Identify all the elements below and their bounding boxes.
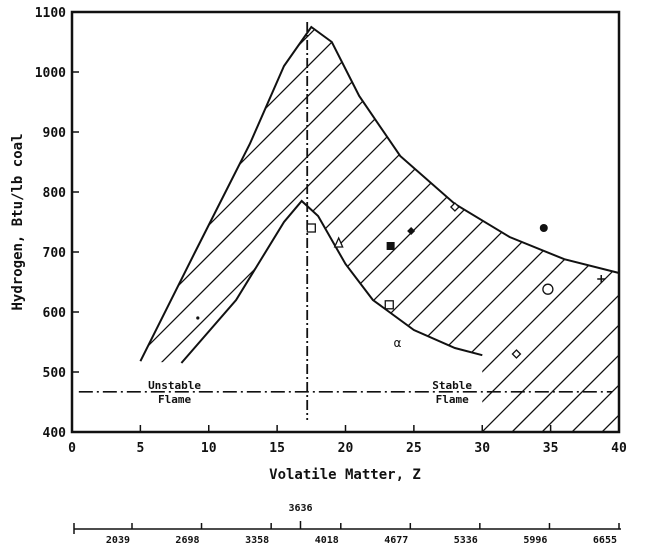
hatch-line xyxy=(421,27,619,432)
y-tick-label: 700 xyxy=(43,246,67,261)
hatch-line xyxy=(140,27,183,432)
point-square xyxy=(306,223,316,233)
secondary-tick-label: 4018 xyxy=(315,535,339,546)
x-tick-label: 20 xyxy=(338,441,354,456)
hatch-line xyxy=(241,27,619,432)
y-axis: 400 500 600 700 800 900 1000 1100 xyxy=(35,6,79,441)
upper-boundary-curve xyxy=(139,25,620,362)
hatch-line xyxy=(571,27,619,432)
point-square xyxy=(384,300,394,310)
point-diamond xyxy=(449,202,460,212)
x-tick-label: 10 xyxy=(201,441,217,456)
hatch-line xyxy=(140,27,543,432)
hatch-line xyxy=(301,27,619,432)
hatch-line xyxy=(151,27,573,432)
secondary-axis: 2039 2698 3358 3636 4018 4677 5336 5996 6655 xyxy=(73,503,621,546)
hatch-line xyxy=(481,27,619,432)
secondary-tick-label: 6655 xyxy=(593,535,617,546)
lower-boundary-curve xyxy=(180,199,483,364)
hatch-line xyxy=(511,27,619,432)
y-axis-title: Hydrogen, Btu/lb coal xyxy=(10,133,26,310)
data-points: α xyxy=(196,202,606,359)
y-tick-label: 800 xyxy=(43,186,67,201)
point-filled-circle xyxy=(539,224,548,232)
hatch-line xyxy=(391,27,619,432)
hatch-line xyxy=(140,27,213,432)
point-filled-square xyxy=(386,242,395,250)
secondary-tick-label: 4677 xyxy=(384,535,408,546)
secondary-highlight-label: 3636 xyxy=(288,503,312,514)
secondary-tick-label: 2039 xyxy=(106,535,130,546)
hatch-line xyxy=(140,27,513,432)
hatch-line xyxy=(451,27,619,432)
x-tick-label: 15 xyxy=(269,441,285,456)
y-tick-label: 1000 xyxy=(35,66,66,81)
point-circle xyxy=(542,283,554,295)
region-label-line1: Unstable xyxy=(148,379,201,392)
point-diamond xyxy=(511,349,522,359)
point-alpha: α xyxy=(394,336,402,350)
secondary-tick-label: 5996 xyxy=(523,535,547,546)
y-tick-label: 600 xyxy=(43,306,67,321)
region-label-line1: Stable xyxy=(432,379,472,392)
point-triangle xyxy=(333,236,344,248)
x-axis-title: Volatile Matter, Z xyxy=(269,467,421,483)
secondary-tick-label: 3358 xyxy=(245,535,269,546)
hatch-line xyxy=(361,27,619,432)
plot-frame xyxy=(70,10,621,434)
hatch-line xyxy=(181,27,603,432)
x-tick-label: 0 xyxy=(68,441,76,456)
hatch-line xyxy=(211,27,619,432)
secondary-tick-label: 5336 xyxy=(454,535,478,546)
hatch-line xyxy=(331,27,619,432)
y-tick-label: 400 xyxy=(43,426,67,441)
stable-region-hatching xyxy=(140,12,651,432)
point-dot xyxy=(196,316,200,320)
x-tick-label: 30 xyxy=(474,441,490,456)
y-tick-label: 900 xyxy=(43,126,67,141)
point-filled-diamond xyxy=(407,227,416,235)
x-axis: 0 5 10 15 20 25 30 35 40 xyxy=(68,425,627,456)
x-tick-label: 40 xyxy=(611,441,627,456)
hatch-line xyxy=(140,27,453,432)
y-tick-label: 500 xyxy=(43,366,67,381)
secondary-tick-label: 2698 xyxy=(175,535,199,546)
x-tick-label: 25 xyxy=(406,441,422,456)
y-tick-label: 1100 xyxy=(35,6,66,21)
x-tick-label: 35 xyxy=(543,441,559,456)
hatch-line xyxy=(601,27,619,432)
hatch-line xyxy=(632,12,651,432)
region-label-line2: Flame xyxy=(158,393,191,406)
hatch-line xyxy=(541,27,619,432)
region-label-line2: Flame xyxy=(436,393,469,406)
hatch-line xyxy=(140,27,483,432)
x-tick-label: 5 xyxy=(136,441,144,456)
